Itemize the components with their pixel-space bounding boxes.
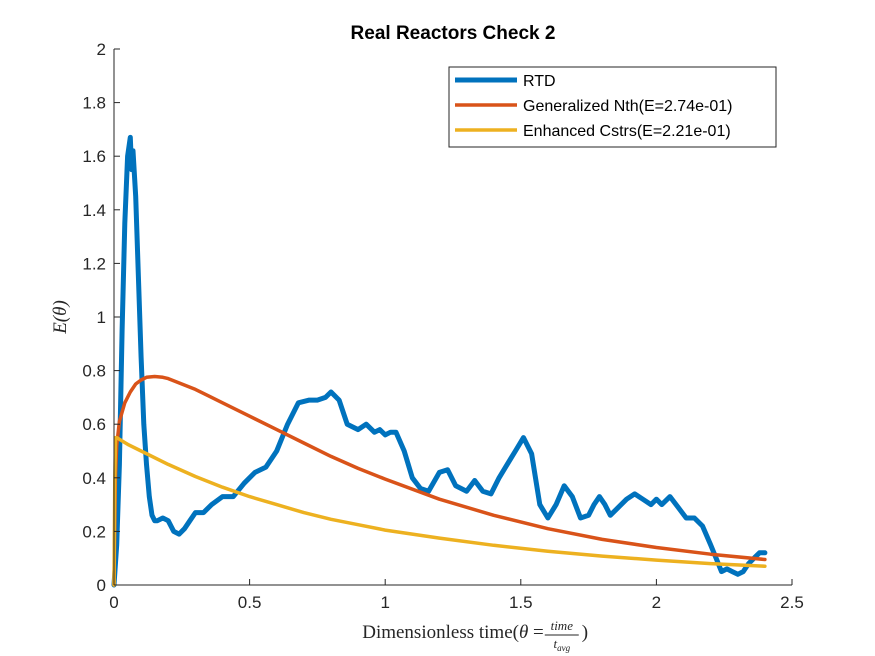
y-tick-label: 1.2 <box>82 254 106 273</box>
y-tick-label: 0.8 <box>82 362 106 381</box>
y-tick-label: 0.4 <box>82 469 106 488</box>
x-axis-label-numerator: time <box>551 618 574 633</box>
x-tick-label: 1.5 <box>509 593 533 612</box>
x-ticks: 0 0.5 1 1.5 2 2.5 <box>109 579 804 612</box>
chart-title: Real Reactors Check 2 <box>351 23 556 44</box>
x-tick-label: 2.5 <box>780 593 804 612</box>
x-axis-label-denominator-sub: avg <box>557 643 570 653</box>
x-axis-label-theta: θ <box>519 622 528 643</box>
y-ticks: 0 0.2 0.4 0.6 0.8 1 1.2 1.4 1.6 1.8 2 <box>82 40 120 595</box>
x-axis-label-prefix: Dimensionless time <box>362 622 512 643</box>
x-tick-label: 2 <box>652 593 661 612</box>
x-axis-label-denominator-base: t <box>553 636 557 651</box>
y-tick-label: 1.6 <box>82 147 106 166</box>
series-line-rtd <box>111 134 768 588</box>
y-tick-label: 1 <box>97 308 106 327</box>
series-line-enhanced-cstrs <box>112 435 767 587</box>
y-tick-label: 0.2 <box>82 522 106 541</box>
y-tick-label: 1.8 <box>82 94 106 113</box>
series-line-generalized-nth <box>112 374 767 587</box>
x-axis-label-equals: = <box>528 622 543 643</box>
x-axis-label-open: ( <box>513 622 519 643</box>
y-tick-label: 1.4 <box>82 201 106 220</box>
x-tick-label: 1 <box>380 593 389 612</box>
y-tick-label: 0.6 <box>82 415 106 434</box>
y-axis-label: E(θ) <box>50 300 71 335</box>
legend-label-enhanced-cstrs: Enhanced Cstrs(E=2.21e-01) <box>523 123 731 140</box>
series-layer <box>111 134 768 588</box>
x-axis-label-close: ) <box>582 622 588 643</box>
legend: RTD Generalized Nth(E=2.74e-01) Enhanced… <box>448 66 777 148</box>
y-tick-label: 2 <box>97 40 106 59</box>
x-axis-label: Dimensionless time(θ = <box>362 622 544 643</box>
x-tick-label: 0 <box>109 593 118 612</box>
y-tick-label: 0 <box>97 576 106 595</box>
legend-label-generalized-nth: Generalized Nth(E=2.74e-01) <box>523 98 732 115</box>
x-axis-label-denominator: tavg <box>553 636 570 653</box>
x-axis-label-fraction: time tavg ) <box>544 618 588 653</box>
x-tick-label: 0.5 <box>238 593 262 612</box>
legend-label-rtd: RTD <box>523 73 556 90</box>
